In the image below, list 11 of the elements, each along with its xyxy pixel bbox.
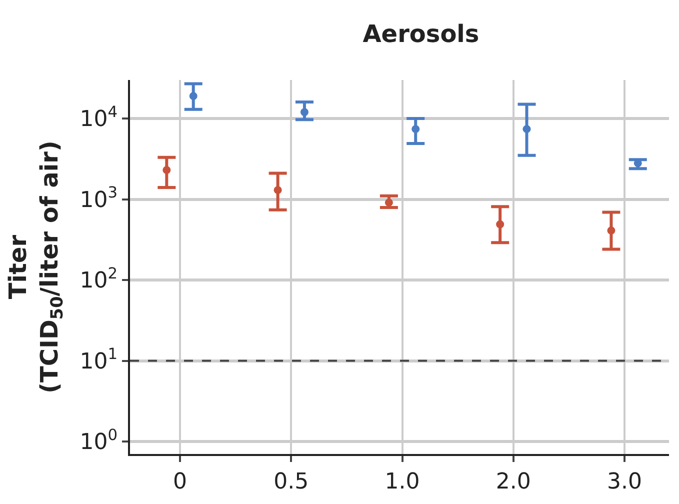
x-tick-label: 0 [173,469,188,494]
chart-title: Aerosols [362,20,480,48]
x-tick-label: 1.0 [384,469,420,494]
y-tick-label: 10$^{2}$ [80,264,118,294]
x-tick-label: 3.0 [607,469,642,494]
y-tick-label: 10$^{1}$ [80,345,118,374]
x-tick-label: 2.0 [496,469,531,494]
x-tick-label: 0.5 [274,469,309,494]
y-tick-label: 10$^{0}$ [80,426,118,456]
y-tick-label: 10$^{4}$ [80,102,118,132]
y-tick-label: 10$^{3}$ [80,184,118,213]
